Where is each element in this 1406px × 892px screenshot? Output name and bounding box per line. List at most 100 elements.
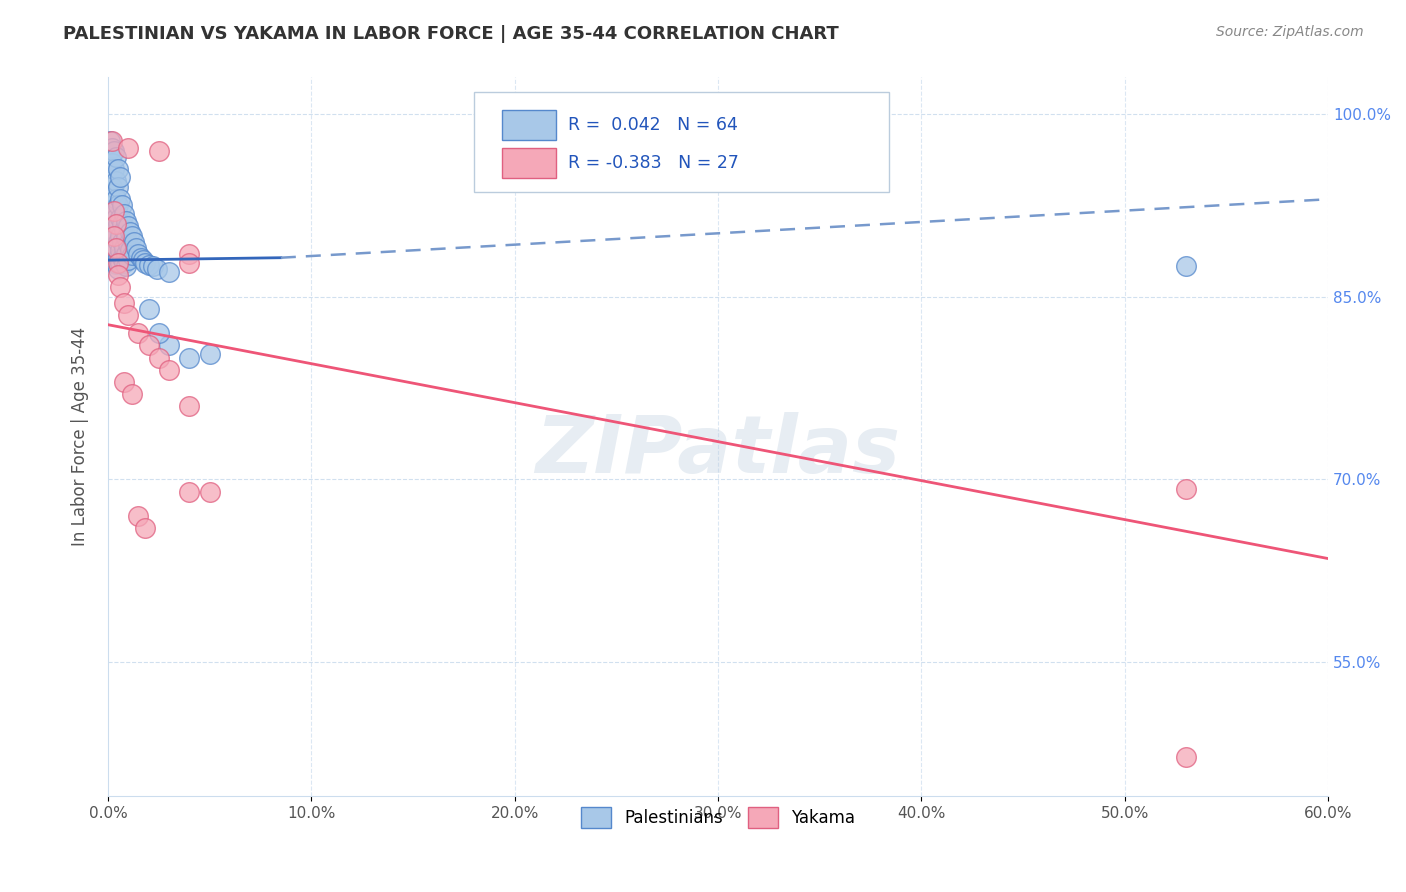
Point xyxy=(128,247,150,261)
Point xyxy=(198,484,221,499)
Point xyxy=(112,295,135,310)
Point xyxy=(142,259,165,273)
Point xyxy=(115,214,138,228)
Point xyxy=(107,251,129,265)
Point xyxy=(157,265,180,279)
Point xyxy=(111,198,134,212)
Point xyxy=(120,244,142,258)
Point xyxy=(1174,750,1197,764)
Point xyxy=(131,253,153,268)
Point xyxy=(117,219,139,233)
Text: PALESTINIAN VS YAKAMA IN LABOR FORCE | AGE 35-44 CORRELATION CHART: PALESTINIAN VS YAKAMA IN LABOR FORCE | A… xyxy=(63,25,839,43)
Point xyxy=(128,326,150,341)
Point xyxy=(103,223,125,237)
Point xyxy=(101,155,124,169)
Point xyxy=(107,161,129,176)
Text: R = -0.383   N = 27: R = -0.383 N = 27 xyxy=(568,154,740,172)
Point xyxy=(179,400,201,414)
Point xyxy=(108,244,131,258)
Text: ZIPatlas: ZIPatlas xyxy=(536,412,901,490)
Point xyxy=(138,338,160,352)
Point xyxy=(105,192,128,206)
Point xyxy=(128,508,150,523)
Point xyxy=(112,241,135,255)
Point xyxy=(117,308,139,322)
Point xyxy=(105,217,128,231)
Point xyxy=(108,280,131,294)
Point xyxy=(120,225,142,239)
Legend: Palestinians, Yakama: Palestinians, Yakama xyxy=(574,801,862,835)
Point xyxy=(108,170,131,185)
Point xyxy=(107,268,129,282)
Point xyxy=(146,261,169,276)
Point xyxy=(115,259,138,273)
Point xyxy=(121,228,143,243)
Point xyxy=(98,134,121,148)
Point xyxy=(117,141,139,155)
Point xyxy=(108,211,131,225)
Point xyxy=(112,375,135,389)
Point xyxy=(157,363,180,377)
Point xyxy=(112,255,135,269)
Point xyxy=(108,255,131,269)
Point xyxy=(112,207,135,221)
FancyBboxPatch shape xyxy=(502,111,555,140)
Point xyxy=(107,261,129,276)
Point xyxy=(179,484,201,499)
Point xyxy=(138,258,160,272)
Point xyxy=(138,301,160,316)
Point xyxy=(107,255,129,269)
Point xyxy=(125,241,148,255)
Point xyxy=(117,237,139,252)
Point xyxy=(101,180,124,194)
Point xyxy=(103,186,125,201)
FancyBboxPatch shape xyxy=(502,148,555,178)
Point xyxy=(111,235,134,249)
Point xyxy=(105,241,128,255)
Point xyxy=(103,144,125,158)
Point xyxy=(103,228,125,243)
Point xyxy=(108,228,131,243)
Point xyxy=(103,161,125,176)
Point xyxy=(179,351,201,365)
Point xyxy=(107,180,129,194)
Point xyxy=(107,198,129,212)
Point xyxy=(101,141,124,155)
Point xyxy=(198,347,221,361)
Point xyxy=(1174,259,1197,273)
Point xyxy=(115,231,138,245)
FancyBboxPatch shape xyxy=(474,92,889,193)
Point xyxy=(107,235,129,249)
Point xyxy=(108,192,131,206)
Point xyxy=(129,251,152,265)
Point xyxy=(101,134,124,148)
Point xyxy=(134,521,156,535)
Point xyxy=(105,228,128,243)
Point xyxy=(179,255,201,269)
Text: Source: ZipAtlas.com: Source: ZipAtlas.com xyxy=(1216,25,1364,39)
Point xyxy=(124,235,146,249)
Point xyxy=(179,247,201,261)
Point xyxy=(103,204,125,219)
Point xyxy=(103,204,125,219)
Point xyxy=(105,174,128,188)
Point xyxy=(111,217,134,231)
Point xyxy=(105,244,128,258)
Point xyxy=(148,351,170,365)
Point xyxy=(121,248,143,262)
Point xyxy=(111,251,134,265)
Point xyxy=(105,150,128,164)
Y-axis label: In Labor Force | Age 35-44: In Labor Force | Age 35-44 xyxy=(72,327,89,546)
Point xyxy=(115,247,138,261)
Point xyxy=(148,144,170,158)
Point xyxy=(134,255,156,269)
Text: R =  0.042   N = 64: R = 0.042 N = 64 xyxy=(568,116,738,135)
Point xyxy=(105,257,128,271)
Point xyxy=(148,326,170,341)
Point xyxy=(117,253,139,268)
Point xyxy=(112,223,135,237)
Point xyxy=(107,217,129,231)
Point xyxy=(121,387,143,401)
Point xyxy=(1174,482,1197,496)
Point xyxy=(157,338,180,352)
